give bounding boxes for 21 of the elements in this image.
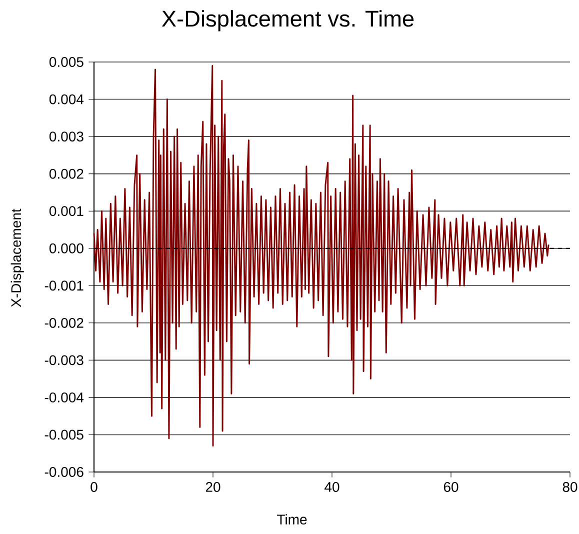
y-tick-label: -0.002: [44, 318, 84, 328]
y-tick-label: 0.003: [49, 132, 84, 142]
y-tick-label: 0.005: [49, 57, 84, 67]
y-tick-label: 0.001: [49, 206, 84, 216]
x-tick-label: 60: [444, 482, 458, 492]
y-tick-label: -0.005: [44, 430, 84, 440]
chart-title: X-Displacement vs. Time: [162, 10, 414, 32]
x-tick-label: 0: [90, 482, 98, 492]
x-axis-title: Time: [277, 514, 307, 524]
x-tick-label: 80: [562, 482, 578, 492]
y-axis-title: X-Displacement: [10, 208, 24, 308]
y-tick-label: -0.001: [44, 280, 84, 291]
y-tick-label: -0.006: [44, 467, 84, 477]
y-tick-label: -0.004: [44, 392, 84, 402]
y-tick-label: 0.002: [49, 168, 84, 179]
x-tick-label: 40: [324, 482, 340, 492]
line-series: [93, 64, 550, 447]
y-tick-label: 0.004: [49, 94, 84, 104]
y-tick-label: -0.003: [44, 355, 84, 366]
y-tick-label: 0.000: [49, 243, 84, 254]
x-tick-label: 20: [206, 482, 220, 492]
